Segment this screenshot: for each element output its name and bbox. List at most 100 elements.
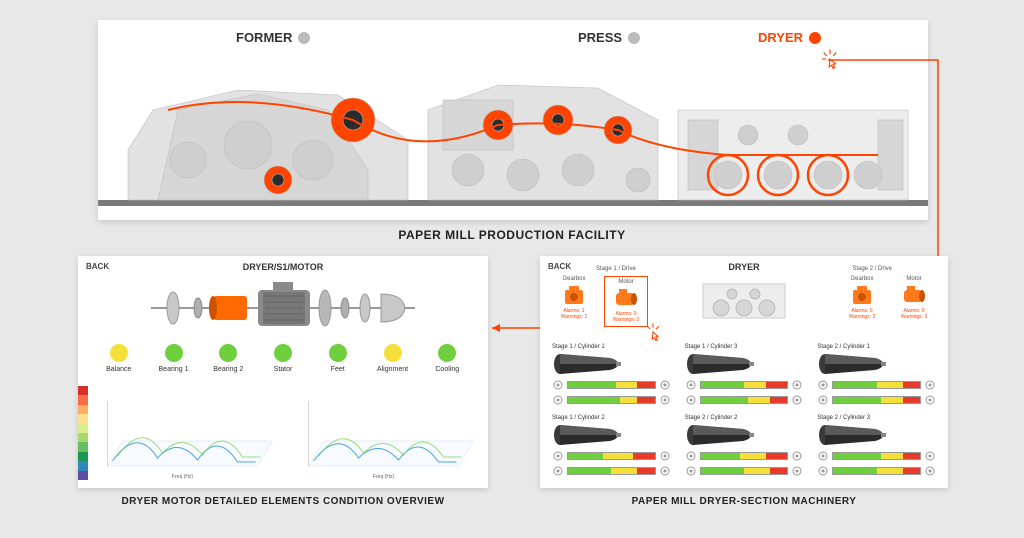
status-item[interactable]: Bearing 1 [150, 344, 198, 373]
tab-press[interactable]: PRESS [578, 30, 640, 45]
health-bar [700, 396, 789, 404]
cylinder-item[interactable]: Stage 1 / Cylinder 2 [552, 415, 671, 478]
health-bar [832, 381, 921, 389]
status-item[interactable]: Balance [95, 344, 143, 373]
cylinder-icon [817, 352, 887, 376]
cylinder-title: Stage 1 / Cylinder 1 [552, 344, 671, 350]
dot-icon [809, 32, 821, 44]
status-dot-icon [438, 344, 456, 362]
facility-caption: PAPER MILL PRODUCTION FACILITY [0, 228, 1024, 242]
gear-icon [685, 379, 697, 391]
cylinder-icon [685, 352, 755, 376]
motor-detail-panel: BACK DRYER/S1/MOTOR Balance [78, 256, 488, 488]
status-dot-icon [274, 344, 292, 362]
stage1-drive-group: Gearbox Alarms: 1Warnings: 1 Motor Alarm… [552, 276, 648, 327]
motor-icon [901, 284, 927, 306]
cylinder-item[interactable]: Stage 1 / Cylinder 3 [685, 344, 804, 407]
dryer-section-panel: BACK DRYER Stage 1 / Drive Stage 2 / Dri… [540, 256, 948, 488]
cylinder-icon [552, 423, 622, 447]
status-item[interactable]: Stator [259, 344, 307, 373]
gear-icon [791, 465, 803, 477]
health-bar [567, 452, 656, 460]
gear-icon [659, 379, 671, 391]
gear-icon [685, 465, 697, 477]
status-dot-icon [329, 344, 347, 362]
cylinder-item[interactable]: Stage 1 / Cylinder 1 [552, 344, 671, 407]
health-bar [832, 396, 921, 404]
gear-icon [685, 450, 697, 462]
status-label: Cooling [435, 366, 459, 373]
cylinder-item[interactable]: Stage 2 / Cylinder 2 [685, 415, 804, 478]
gear-icon [552, 394, 564, 406]
svg-text:Freq (Hz): Freq (Hz) [373, 474, 394, 480]
motor-icon [613, 287, 639, 309]
health-bar [700, 452, 789, 460]
dot-icon [298, 32, 310, 44]
status-dot-icon [219, 344, 237, 362]
cylinder-item[interactable]: Stage 2 / Cylinder 1 [817, 344, 936, 407]
gear-icon [817, 379, 829, 391]
facility-machinery-illustration [98, 50, 928, 210]
motor-item[interactable]: Motor Alarms: 0Warnings: 2 [604, 276, 648, 327]
tab-dryer[interactable]: DRYER [758, 30, 821, 45]
gear-icon [659, 394, 671, 406]
section-tabs: FORMER PRESS DRYER [98, 20, 928, 50]
motor-panel-title: DRYER/S1/MOTOR [78, 262, 488, 272]
gear-icon [924, 450, 936, 462]
click-cursor-icon [820, 48, 840, 70]
gear-icon [817, 394, 829, 406]
cylinder-icon [817, 423, 887, 447]
health-bar [700, 381, 789, 389]
cylinder-icon [552, 352, 622, 376]
health-bar [700, 467, 789, 475]
gearbox-item[interactable]: Gearbox Alarms: 0Warnings: 2 [840, 276, 884, 327]
gear-icon [924, 379, 936, 391]
stage2-drive-label: Stage 2 / Drive [852, 266, 892, 272]
cylinder-title: Stage 1 / Cylinder 3 [685, 344, 804, 350]
drive-row: Gearbox Alarms: 1Warnings: 1 Motor Alarm… [540, 276, 948, 327]
cylinder-title: Stage 2 / Cylinder 1 [817, 344, 936, 350]
status-label: Feet [331, 366, 345, 373]
status-item[interactable]: Cooling [423, 344, 471, 373]
status-dot-icon [165, 344, 183, 362]
status-item[interactable]: Feet [314, 344, 362, 373]
tab-press-label: PRESS [578, 30, 622, 45]
motor-panel-caption: DRYER MOTOR DETAILED ELEMENTS CONDITION … [78, 496, 488, 507]
cylinder-title: Stage 2 / Cylinder 2 [685, 415, 804, 421]
health-bar [567, 381, 656, 389]
gear-icon [552, 379, 564, 391]
tab-former[interactable]: FORMER [236, 30, 310, 45]
spectrum-chart-1: Freq (Hz) [86, 386, 279, 480]
gear-icon [817, 450, 829, 462]
click-cursor-icon [644, 322, 662, 342]
status-item[interactable]: Bearing 2 [204, 344, 252, 373]
svg-text:Freq (Hz): Freq (Hz) [172, 474, 193, 480]
health-bar [567, 467, 656, 475]
spectrum-chart-2: Freq (Hz) [287, 386, 480, 480]
gear-icon [924, 465, 936, 477]
facility-overview-panel: FORMER PRESS DRYER [98, 20, 928, 220]
health-bar [832, 452, 921, 460]
stage1-drive-label: Stage 1 / Drive [596, 266, 636, 272]
cylinder-icon [685, 423, 755, 447]
stage2-drive-group: Gearbox Alarms: 0Warnings: 2 Motor Alarm… [840, 276, 936, 327]
gear-icon [552, 450, 564, 462]
gear-icon [924, 394, 936, 406]
gear-icon [791, 450, 803, 462]
motor-status-row: Balance Bearing 1 Bearing 2 Stator Feet … [78, 344, 488, 373]
dryer-mini-illustration [699, 276, 789, 327]
motor-item[interactable]: Motor Alarms: 0Warnings: 3 [892, 276, 936, 327]
gear-icon [659, 465, 671, 477]
dryer-panel-caption: PAPER MILL DRYER-SECTION MACHINERY [540, 496, 948, 507]
gear-icon [817, 465, 829, 477]
status-label: Stator [274, 366, 293, 373]
gearbox-icon [561, 284, 587, 306]
status-label: Alignment [377, 366, 408, 373]
gearbox-item[interactable]: Gearbox Alarms: 1Warnings: 1 [552, 276, 596, 327]
tab-dryer-label: DRYER [758, 30, 803, 45]
gear-icon [791, 379, 803, 391]
status-label: Bearing 2 [213, 366, 243, 373]
health-bar [832, 467, 921, 475]
status-item[interactable]: Alignment [369, 344, 417, 373]
cylinder-item[interactable]: Stage 2 / Cylinder 3 [817, 415, 936, 478]
